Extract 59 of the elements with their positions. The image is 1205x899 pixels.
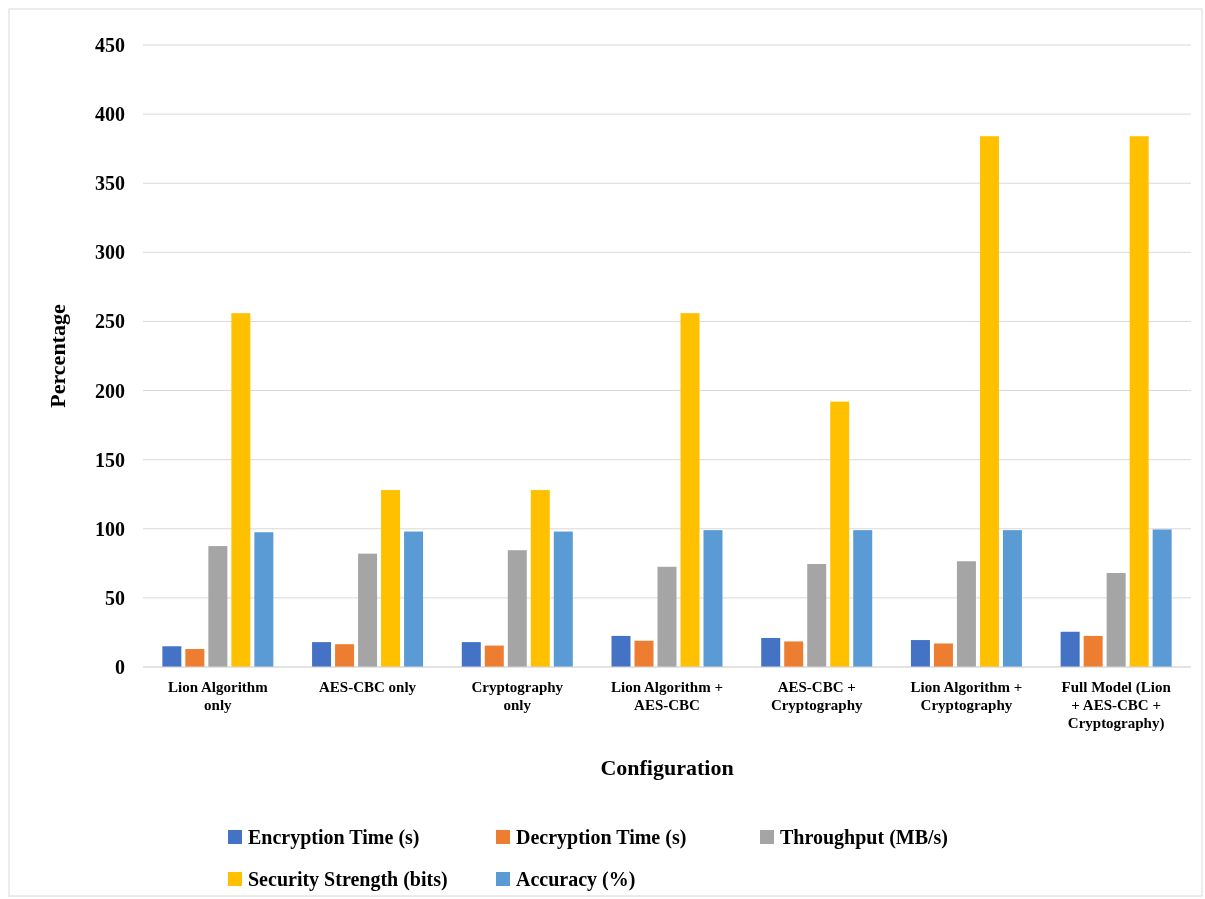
x-tick-label: Lion Algorithm + Cryptography: [910, 679, 1023, 713]
bar: [1129, 136, 1149, 667]
bar: [634, 640, 654, 667]
bar: [254, 532, 274, 667]
bar: [979, 136, 999, 667]
bar: [1060, 631, 1080, 667]
bar: [335, 644, 355, 667]
bar: [611, 635, 631, 667]
bar: [761, 637, 781, 667]
bar: [703, 530, 723, 667]
bar: [461, 642, 481, 667]
bar: [185, 649, 205, 667]
legend-label: Decryption Time (s): [516, 826, 687, 849]
bar: [784, 641, 804, 667]
y-tick-label: 450: [95, 34, 125, 56]
bar: [807, 564, 827, 667]
y-tick-label: 100: [95, 517, 125, 540]
x-tick-label: Cryptography only: [471, 679, 564, 713]
legend-label: Security Strength (bits): [248, 868, 448, 891]
bar: [484, 645, 504, 667]
bar: [553, 531, 573, 667]
bar: [910, 640, 930, 667]
y-tick-label: 300: [95, 241, 125, 264]
bar: [312, 642, 332, 667]
x-axis-title: Configuration: [600, 755, 734, 780]
bar: [830, 401, 850, 667]
x-tick-label: Lion Algorithm + AES-CBC: [611, 679, 723, 713]
y-tick-label: 0: [115, 656, 125, 678]
bar: [404, 531, 424, 667]
bar: [1152, 529, 1172, 667]
bar: [530, 490, 550, 667]
y-tick-label: 50: [105, 586, 125, 609]
bar: [1083, 635, 1103, 667]
y-tick-label: 200: [95, 379, 125, 402]
bar: [381, 490, 401, 667]
bar: [231, 313, 251, 667]
x-tick-label: Lion Algorithm only: [168, 679, 269, 713]
bar: [933, 643, 953, 667]
y-tick-label: 350: [95, 172, 125, 195]
x-tick-label: AES-CBC + Cryptography: [770, 679, 864, 713]
y-tick-label: 250: [95, 310, 125, 333]
legend-label: Throughput (MB/s): [780, 826, 949, 849]
bar: [657, 566, 677, 667]
bar: [162, 646, 182, 667]
bar: [956, 561, 976, 667]
x-tick-label: AES-CBC only: [319, 679, 417, 695]
bar: [208, 546, 228, 667]
legend-label: Encryption Time (s): [248, 826, 420, 849]
y-tick-label: 150: [95, 448, 125, 471]
y-axis-title: Percentage: [45, 304, 70, 408]
bar: [853, 530, 873, 667]
bar: [1002, 530, 1022, 667]
x-tick-label: Full Model (Lion + AES-CBC + Cryptography): [1061, 679, 1172, 732]
bar: [680, 313, 700, 667]
bar: [358, 553, 378, 667]
y-tick-label: 400: [95, 103, 125, 126]
bar: [507, 550, 527, 667]
bar: [1106, 573, 1126, 667]
legend-label: Accuracy (%): [516, 868, 636, 891]
